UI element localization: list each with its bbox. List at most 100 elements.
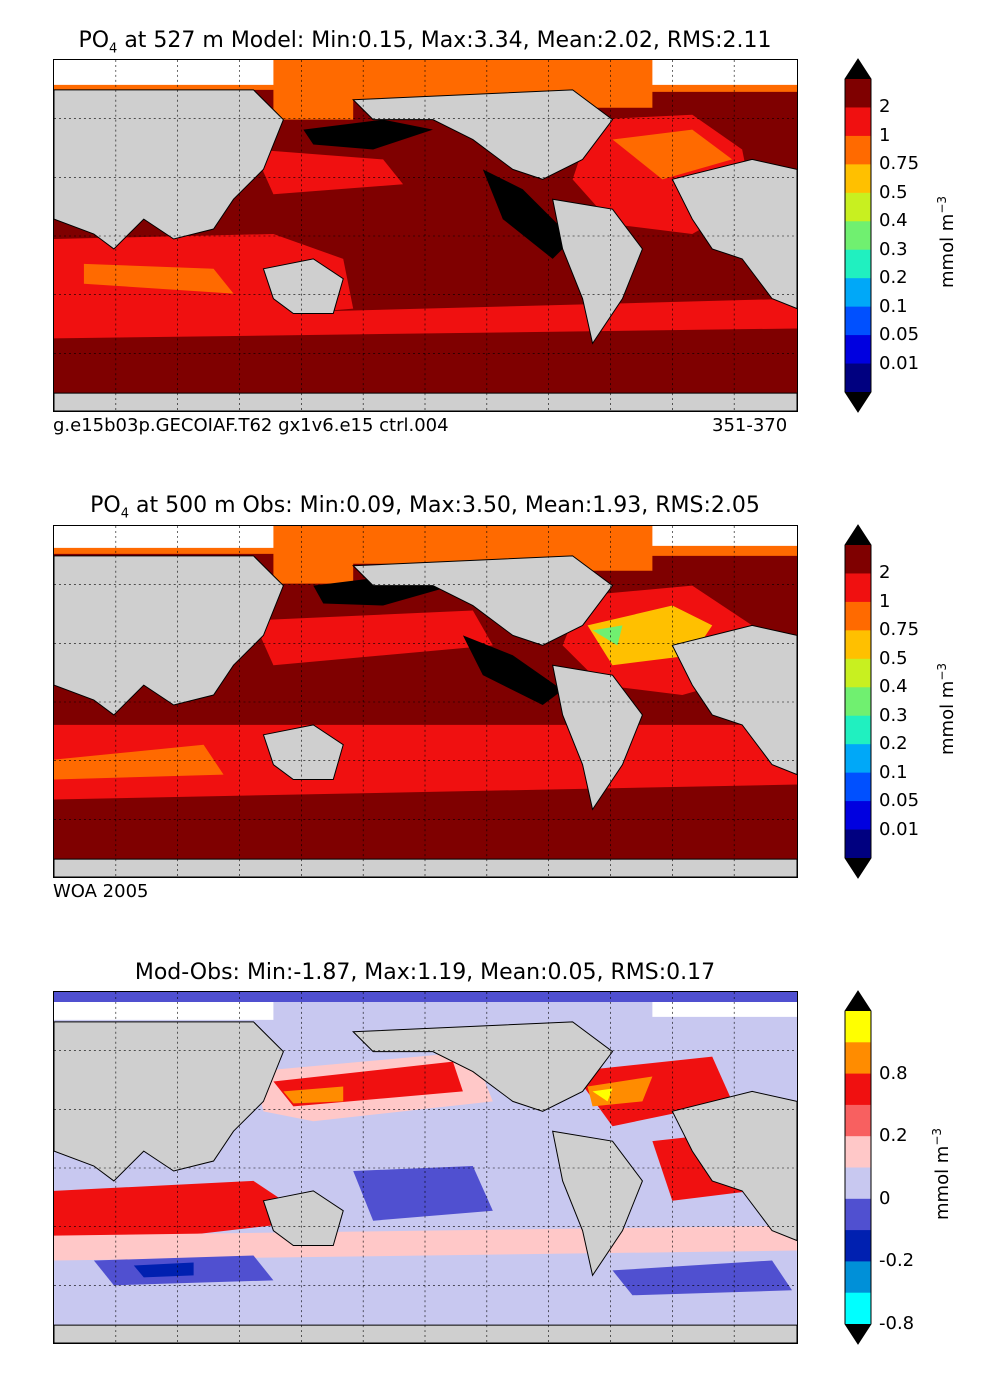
panel2-colorbar-svg [844, 524, 872, 879]
colorbar-tick-label: 0.1 [879, 295, 908, 317]
south-america-land [552, 1130, 643, 1277]
colorbar-segment [845, 135, 871, 165]
eurasia-land [54, 555, 284, 716]
colorbar-segment [845, 601, 871, 631]
panel2-map [53, 525, 798, 878]
north-pacific-red [253, 149, 404, 195]
colorbar-segment [845, 221, 871, 251]
colorbar-segment [845, 192, 871, 222]
colorbar-outline [844, 58, 872, 413]
panel2-colorbar [844, 524, 872, 879]
panel3-map-canvas [54, 992, 797, 1343]
colorbar-segment [845, 715, 871, 745]
colorbar-bottom-extend [845, 1324, 871, 1344]
colorbar-tick-label: 0.2 [879, 733, 908, 755]
australia-land [262, 724, 344, 781]
north-america-land [352, 1021, 614, 1112]
colorbar-segment [845, 249, 871, 279]
east-pacific-max [482, 169, 573, 259]
panel1-colorbar-svg [844, 58, 872, 413]
south-america-land [552, 198, 643, 345]
colorbar-tick-label: -0.2 [879, 1250, 915, 1272]
colorbar-tick-label: 0.8 [879, 1062, 908, 1084]
colorbar-top-extend [845, 525, 871, 545]
colorbar-tick-label: 0.2 [879, 1125, 908, 1147]
antarctica-land [54, 392, 797, 411]
grid-lines [54, 526, 797, 877]
grid-lines [54, 60, 797, 411]
colorbar-segment [845, 801, 871, 831]
colorbar-tick-label: 0.3 [879, 704, 908, 726]
colorbar-tick-label: 0.01 [879, 818, 920, 840]
colorbar-tick-label: 0.5 [879, 181, 908, 203]
colorbar-segment [845, 1104, 871, 1137]
eurasia-land [54, 1021, 284, 1182]
australia-land [262, 258, 344, 315]
arctic-blue [54, 992, 797, 1002]
colorbar-segment [845, 630, 871, 660]
panel2-unit: mmol m−3 [935, 662, 958, 755]
colorbar-tick-label: 0 [879, 1187, 891, 1209]
panel1-title: PO4 at 527 m Model: Min:0.15, Max:3.34, … [78, 28, 772, 57]
australia-land [262, 1190, 344, 1247]
colorbar-tick-label: 0.4 [879, 676, 908, 698]
panel2-caption-left: WOA 2005 [53, 881, 149, 902]
colorbar-tick-label: 2 [879, 96, 891, 118]
antarctica-land [54, 858, 797, 877]
north-pacific-orange [283, 1086, 344, 1104]
colorbar-segment [845, 164, 871, 194]
colorbar-segment [845, 744, 871, 774]
eurasia-land [54, 89, 284, 250]
colorbar-segment [845, 335, 871, 365]
colorbar-segment [845, 1292, 871, 1325]
colorbar-tick-label: 0.05 [879, 790, 920, 812]
colorbar-segment [845, 1073, 871, 1106]
southern-orange [54, 744, 224, 780]
colorbar-tick-label: 0.05 [879, 324, 920, 346]
colorbar-tick-label: 0.75 [879, 619, 920, 641]
colorbar-segment [845, 363, 871, 393]
colorbar-segment [845, 1261, 871, 1294]
sea-ice [54, 1001, 797, 1020]
colorbar-segment [845, 1042, 871, 1075]
colorbar-outline [844, 990, 872, 1345]
panel3-unit: mmol m−3 [930, 1127, 953, 1220]
colorbar-tick-label: 2 [879, 562, 891, 584]
colorbar-tick-label: 0.2 [879, 267, 908, 289]
colorbar-segment [845, 1198, 871, 1231]
gulf-stream-green [592, 625, 623, 646]
panel1-map [53, 59, 798, 412]
colorbar-tick-label: -0.8 [879, 1313, 915, 1334]
north-pacific-max [303, 119, 433, 150]
southern-blue-2 [612, 1260, 793, 1296]
colorbar-segment [845, 1011, 871, 1043]
africa-land [671, 158, 797, 310]
colorbar-tick-label: 0.01 [879, 352, 920, 374]
colorbar-tick-label: 0.1 [879, 761, 908, 783]
north-pacific-red [253, 610, 493, 666]
east-pacific-max [462, 635, 563, 705]
colorbar-top-extend [845, 991, 871, 1011]
colorbar-tick-label: 0.4 [879, 210, 908, 232]
panel1-caption-left: g.e15b03p.GECOIAF.T62 gx1v6.e15 ctrl.004 [53, 415, 449, 436]
colorbar-segment [845, 545, 871, 574]
indian-ocean-red [54, 1180, 314, 1251]
colorbar-tick-label: 1 [879, 590, 891, 612]
colorbar-segment [845, 687, 871, 717]
colorbar-segment [845, 772, 871, 802]
panel2-title: PO4 at 500 m Obs: Min:0.09, Max:3.50, Me… [90, 493, 760, 522]
panel1-map-canvas [54, 60, 797, 411]
colorbar-bottom-extend [845, 392, 871, 412]
panel2-map-canvas [54, 526, 797, 877]
panel3-colorbar-svg [844, 990, 872, 1345]
colorbar-segment [845, 1230, 871, 1262]
panel3-title: Mod-Obs: Min:-1.87, Max:1.19, Mean:0.05,… [134, 960, 716, 985]
panel3-colorbar [844, 990, 872, 1345]
colorbar-segment [845, 107, 871, 137]
colorbar-tick-label: 0.5 [879, 647, 908, 669]
africa-land [671, 1090, 797, 1242]
south-america-land [552, 664, 643, 811]
southern-deep-blue [133, 1262, 194, 1278]
colorbar-segment [845, 79, 871, 108]
colorbar-segment [845, 1136, 871, 1168]
